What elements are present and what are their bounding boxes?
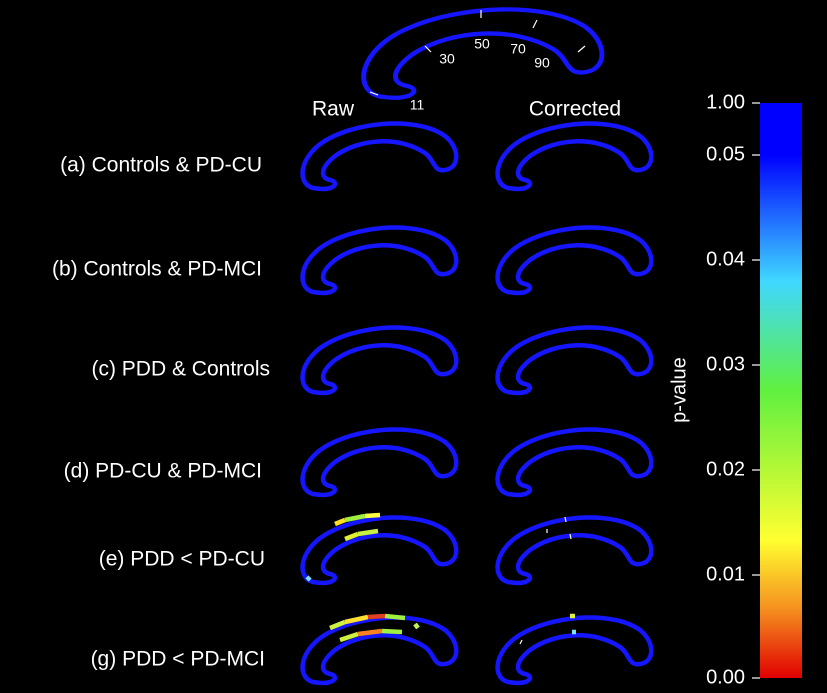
column-header: Corrected (529, 98, 621, 121)
row-label: (c) PDD & Controls (91, 358, 270, 381)
figure: p-value 11 30 50 70 90 Raw Corrected (a) Contro… (0, 0, 827, 693)
significance-segment (415, 624, 418, 628)
colorbar-label: p-value (668, 357, 690, 423)
colorbar-tick-label: 1.00 (706, 91, 745, 113)
row-label: (a) Controls & PD-CU (60, 154, 262, 177)
row-label: (d) PD-CU & PD-MCI (64, 460, 262, 483)
row-label: (b) Controls & PD-MCI (52, 258, 262, 281)
template-label: 90 (534, 55, 550, 71)
template-label: 11 (410, 97, 425, 113)
significance-segment (358, 631, 382, 634)
significance-segment (365, 515, 380, 516)
significance-segment (368, 616, 385, 617)
colorbar (760, 103, 802, 678)
row-label: (e) PDD < PD-CU (99, 548, 265, 571)
template-label: 30 (439, 51, 455, 67)
colorbar-tick-label: 0.05 (706, 143, 745, 165)
template-label: 50 (474, 36, 490, 52)
significance-segment (382, 631, 402, 632)
colorbar-tick-label: 0.02 (706, 458, 745, 480)
column-header: Raw (312, 98, 355, 121)
colorbar-tick-label: 0.00 (706, 666, 745, 688)
colorbar-tick-label: 0.04 (706, 248, 745, 270)
significance-segment (307, 577, 310, 580)
row-label: (g) PDD < PD-MCI (91, 648, 265, 671)
template-label: 70 (510, 41, 526, 57)
colorbar-tick-label: 0.03 (706, 353, 745, 375)
colorbar-tick-label: 0.01 (706, 563, 745, 585)
significance-segment (358, 531, 378, 534)
significance-segment (385, 616, 405, 618)
